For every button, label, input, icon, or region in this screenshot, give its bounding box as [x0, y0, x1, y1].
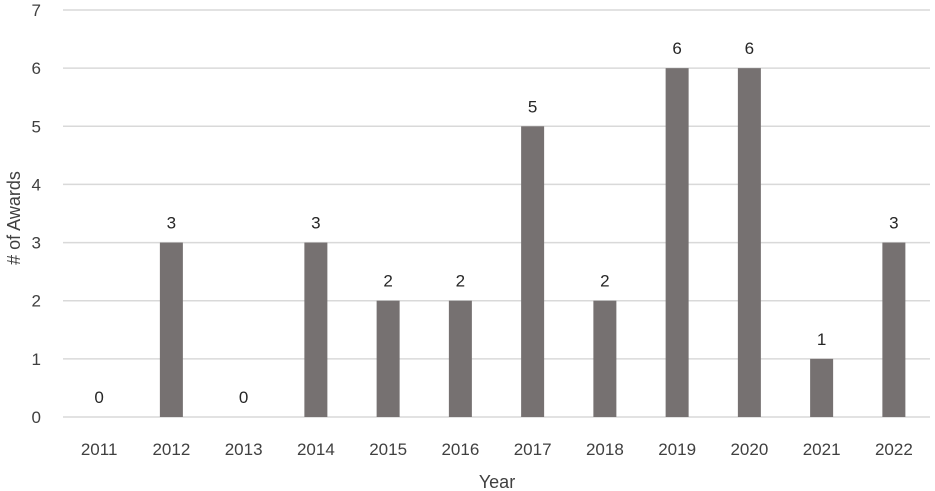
y-tick-label: 4 [32, 175, 41, 194]
x-tick-label: 2021 [803, 440, 841, 459]
y-tick-label: 2 [32, 292, 41, 311]
y-tick-label: 7 [32, 1, 41, 20]
y-tick-label: 0 [32, 408, 41, 427]
y-tick-label: 6 [32, 59, 41, 78]
x-tick-label: 2015 [369, 440, 407, 459]
gridlines [63, 9, 930, 418]
x-tick-label: 2019 [658, 440, 696, 459]
data-label: 3 [889, 214, 898, 233]
bar [882, 242, 906, 417]
bar [665, 68, 689, 418]
y-axis-ticks: 0 1 2 3 4 5 6 7 [32, 1, 41, 427]
x-tick-label: 2012 [152, 440, 190, 459]
bar [448, 300, 472, 417]
x-tick-label: 2011 [81, 440, 118, 459]
x-axis-title: Year [479, 472, 515, 491]
y-tick-label: 1 [32, 350, 41, 369]
x-tick-label: 2014 [297, 440, 335, 459]
data-label: 0 [94, 388, 103, 407]
bars [159, 68, 906, 418]
bar [737, 68, 761, 418]
data-label: 3 [311, 214, 320, 233]
x-tick-label: 2018 [586, 440, 624, 459]
y-tick-label: 3 [32, 234, 41, 253]
data-label: 1 [817, 330, 826, 349]
x-tick-label: 2016 [441, 440, 479, 459]
x-tick-label: 2017 [514, 440, 552, 459]
data-label: 3 [167, 214, 176, 233]
x-tick-label: 2020 [730, 440, 768, 459]
data-label: 0 [239, 388, 248, 407]
bar [521, 126, 545, 418]
y-axis-title: # of Awards [4, 171, 24, 265]
x-axis-ticks: 2011 2012 2013 2014 2015 2016 2017 2018 2019 2020… [81, 440, 913, 459]
data-label: 6 [672, 39, 681, 58]
bar [810, 358, 834, 417]
data-label: 5 [528, 97, 537, 116]
data-label: 2 [600, 272, 609, 291]
bar [376, 300, 400, 417]
x-tick-label: 2022 [875, 440, 913, 459]
data-label: 2 [456, 272, 465, 291]
data-labels: 0 3 0 3 2 2 5 2 6 6 1 3 [94, 39, 898, 407]
x-tick-label: 2013 [225, 440, 263, 459]
bar [593, 300, 617, 417]
data-label: 2 [383, 272, 392, 291]
data-label: 6 [745, 39, 754, 58]
bar [304, 242, 328, 417]
bar [159, 242, 183, 417]
y-tick-label: 5 [32, 117, 41, 136]
